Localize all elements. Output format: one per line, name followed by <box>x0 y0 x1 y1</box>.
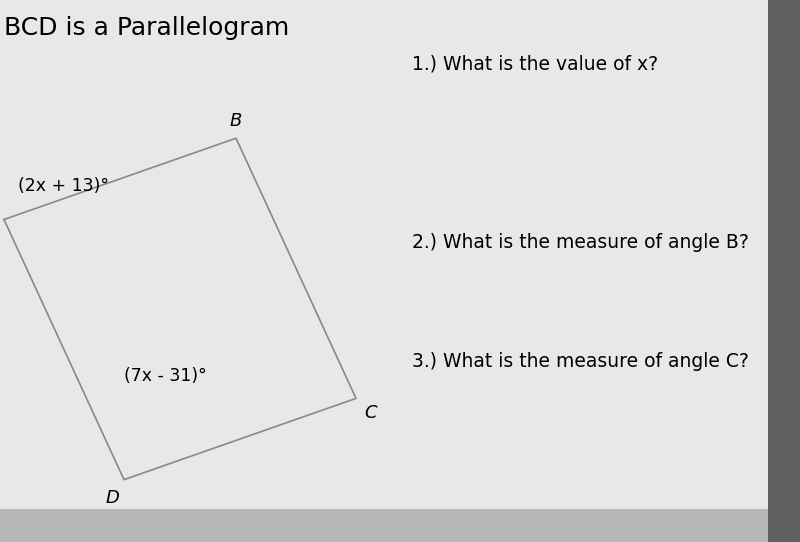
Text: B: B <box>230 112 242 130</box>
Text: C: C <box>364 404 377 422</box>
Text: 2.) What is the measure of angle B?: 2.) What is the measure of angle B? <box>412 233 749 252</box>
Text: BCD is a Parallelogram: BCD is a Parallelogram <box>4 16 290 40</box>
FancyBboxPatch shape <box>0 509 800 542</box>
Text: (7x - 31)°: (7x - 31)° <box>124 367 206 385</box>
Text: 3.) What is the measure of angle C?: 3.) What is the measure of angle C? <box>412 352 749 371</box>
FancyBboxPatch shape <box>768 0 800 542</box>
Text: D: D <box>105 489 119 507</box>
Text: 1.) What is the value of x?: 1.) What is the value of x? <box>412 54 658 73</box>
Text: (2x + 13)°: (2x + 13)° <box>18 177 109 195</box>
